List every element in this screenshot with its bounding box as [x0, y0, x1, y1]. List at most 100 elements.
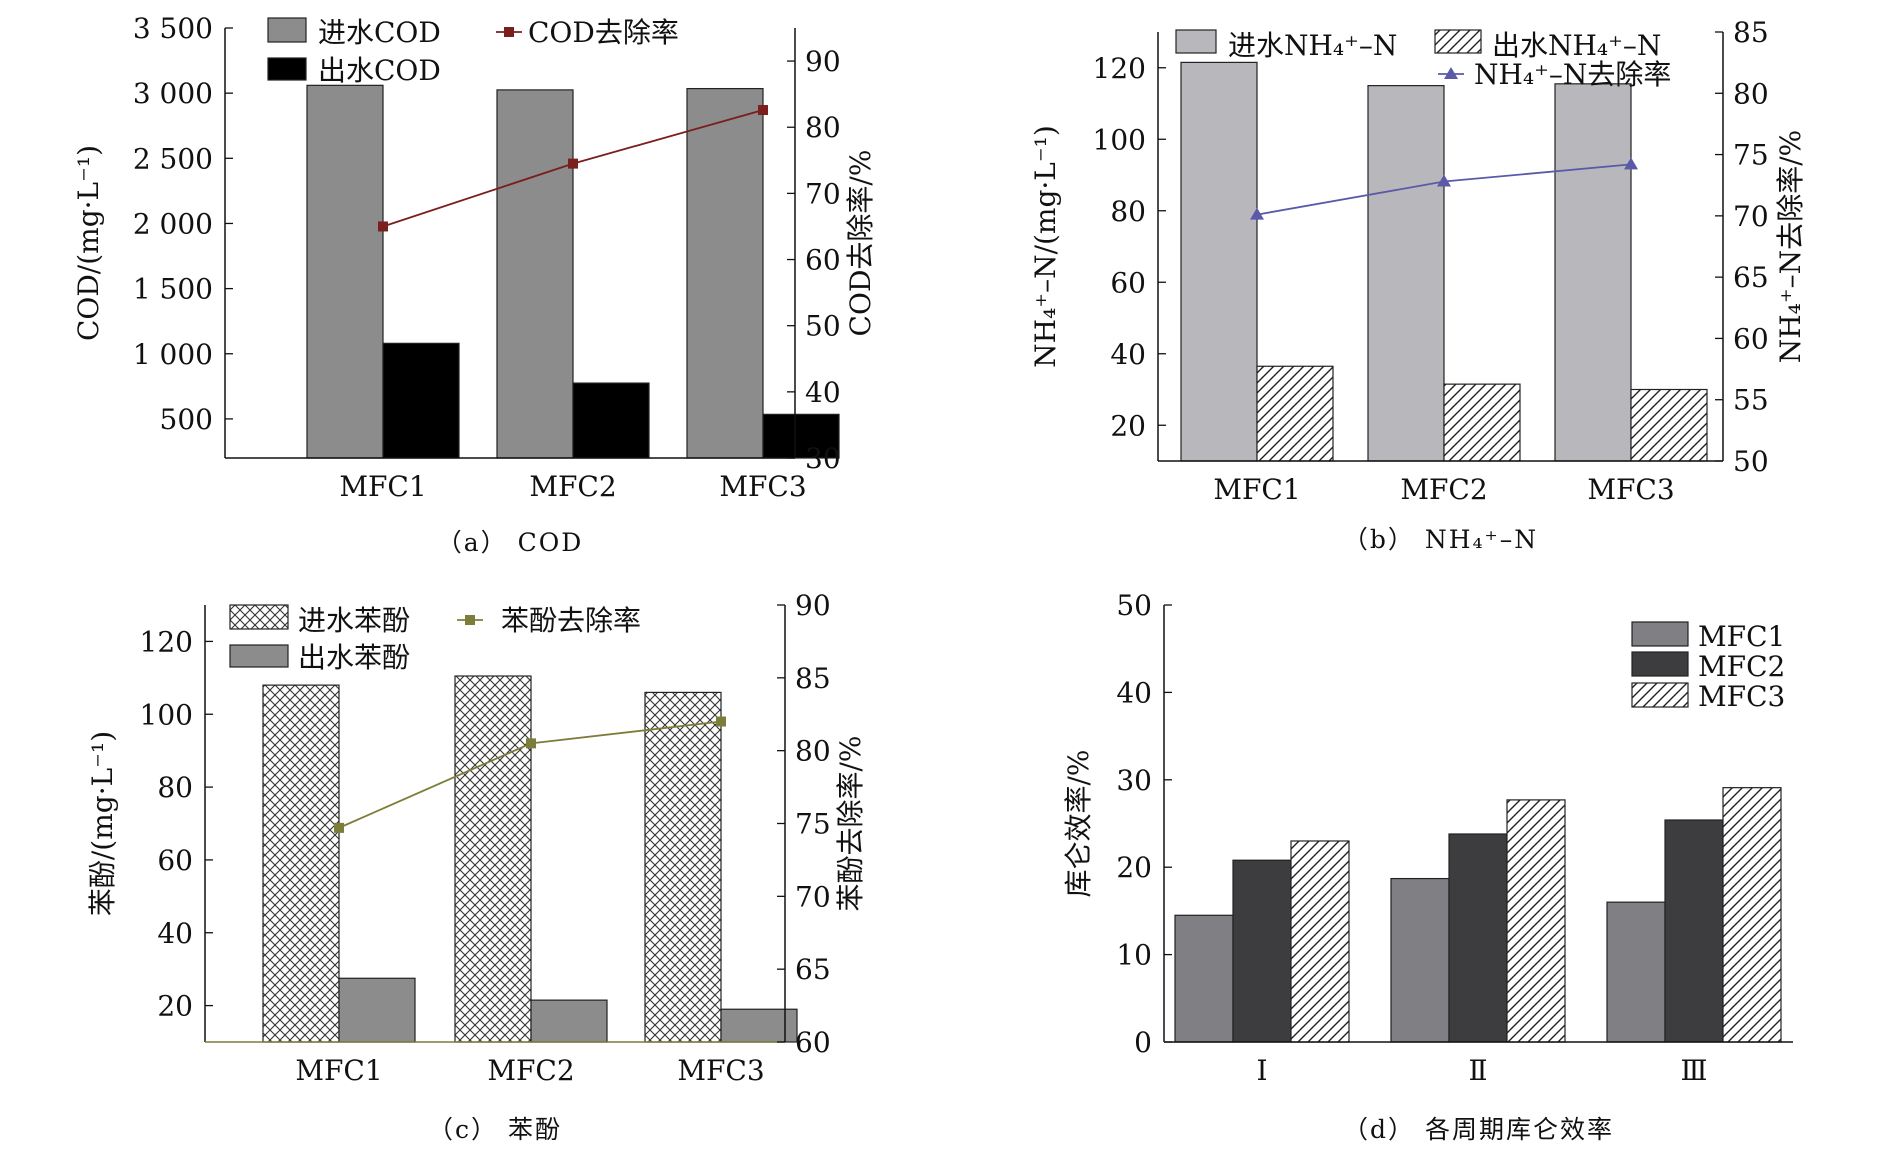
legend-swatch-d-0 — [1631, 621, 1689, 647]
bar-c-s0-c2 — [644, 691, 722, 1043]
legend-swatch-a-0 — [267, 17, 307, 43]
legend-swatch-c-1 — [229, 644, 289, 668]
y2tick-label-c-0: 60 — [795, 1026, 831, 1059]
bar-a-s1-c0 — [382, 342, 460, 459]
marker-b-c2 — [1624, 157, 1638, 170]
legend-marker-b — [1444, 67, 1458, 79]
y2tick-label-c-1: 65 — [795, 953, 831, 986]
legend-label-b-0: 进水NH₄⁺–N — [1228, 29, 1397, 62]
y2tick-label-a-2: 50 — [805, 310, 841, 343]
marker-b-c1 — [1437, 174, 1451, 187]
bar-d-s2-c2 — [1722, 787, 1782, 1043]
caption-a: （a） COD — [437, 528, 584, 557]
ytick-label-b-2: 60 — [1110, 266, 1146, 299]
ytick-label-b-5: 120 — [1093, 52, 1146, 85]
legend-swatch-a-1 — [267, 57, 307, 81]
bar-d-s2-c1 — [1506, 799, 1566, 1043]
legend-label-c-0: 进水苯酚 — [298, 604, 410, 637]
xtick-label-a-2: MFC3 — [719, 470, 806, 503]
legend-label-d-2: MFC3 — [1698, 680, 1785, 713]
bar-d-s0-c0 — [1174, 914, 1234, 1043]
y2tick-label-b-1: 55 — [1733, 384, 1769, 417]
marker-c-c1 — [526, 738, 536, 749]
marker-a-c2 — [758, 105, 768, 116]
y2tick-label-b-4: 70 — [1733, 200, 1769, 233]
ylabel-b: NH₄⁺–N/(mg·L⁻¹) — [1029, 125, 1062, 368]
xtick-label-b-2: MFC3 — [1587, 473, 1674, 506]
y2tick-label-c-6: 90 — [795, 589, 831, 622]
bar-b-s0-c1 — [1367, 85, 1445, 462]
y2tick-label-b-2: 60 — [1733, 322, 1769, 355]
bar-a-s0-c0 — [306, 84, 384, 459]
legend-label-a-2: COD去除率 — [528, 16, 679, 49]
ytick-label-c-0: 20 — [157, 990, 193, 1023]
bar-b-s1-c2 — [1630, 388, 1708, 462]
y2tick-label-b-3: 65 — [1733, 261, 1769, 294]
bar-b-s0-c2 — [1554, 83, 1632, 462]
ytick-label-d-5: 50 — [1116, 589, 1152, 622]
bar-d-s1-c1 — [1448, 833, 1508, 1043]
y2label-b: NH₄⁺–N去除率/% — [1774, 130, 1807, 363]
y2tick-label-b-0: 50 — [1733, 445, 1769, 478]
legend-label-b-2: NH₄⁺–N去除率 — [1474, 58, 1671, 91]
ytick-label-d-3: 30 — [1116, 764, 1152, 797]
ytick-label-b-3: 80 — [1110, 195, 1146, 228]
ytick-label-c-1: 40 — [157, 917, 193, 950]
bar-a-s1-c1 — [572, 382, 650, 459]
ytick-label-a-0: 500 — [160, 403, 213, 436]
legend-label-d-1: MFC2 — [1698, 650, 1785, 683]
ytick-label-a-4: 2 500 — [133, 142, 213, 175]
y2label-c: 苯酚去除率/% — [834, 735, 867, 911]
ytick-label-b-0: 20 — [1110, 409, 1146, 442]
y2tick-label-c-4: 80 — [795, 735, 831, 768]
bar-d-s1-c2 — [1664, 819, 1724, 1043]
ytick-label-d-4: 40 — [1116, 676, 1152, 709]
bar-a-s0-c1 — [496, 89, 574, 459]
bar-a-s0-c2 — [686, 87, 764, 459]
panel-a: 500 1 000 1 500 2 000 2 500 3 000 3 500 30 40 50 6… — [72, 12, 877, 557]
xtick-label-c-1: MFC2 — [487, 1054, 574, 1087]
ytick-label-c-4: 100 — [140, 698, 193, 731]
y2tick-label-b-6: 80 — [1733, 77, 1769, 110]
marker-b-c0 — [1250, 207, 1264, 220]
ytick-label-a-1: 1 000 — [133, 338, 213, 371]
bar-a-s1-c2 — [762, 413, 840, 459]
ylabel-c: 苯酚/(mg·L⁻¹) — [86, 731, 119, 916]
legend-label-a-1: 出水COD — [318, 54, 441, 87]
bar-b-s0-c0 — [1180, 61, 1258, 462]
legend-swatch-c-0 — [229, 604, 289, 630]
ytick-label-a-5: 3 000 — [133, 77, 213, 110]
ytick-label-d-2: 20 — [1116, 851, 1152, 884]
ytick-label-b-1: 40 — [1110, 338, 1146, 371]
bar-c-s1-c0 — [338, 977, 416, 1043]
caption-c: （c） 苯酚 — [428, 1115, 562, 1144]
marker-c-c2 — [716, 716, 726, 727]
bar-c-s1-c1 — [530, 999, 608, 1043]
xtick-label-b-0: MFC1 — [1213, 473, 1300, 506]
bar-b-s1-c0 — [1256, 365, 1334, 462]
legend-marker-c — [465, 615, 475, 625]
legend-marker-a — [504, 27, 514, 37]
legend-swatch-b-1 — [1434, 29, 1482, 54]
bar-c-s0-c1 — [454, 675, 532, 1043]
caption-b: （b） NH₄⁺–N — [1343, 525, 1538, 554]
legend-label-b-1: 出水NH₄⁺–N — [1492, 29, 1661, 62]
legend-swatch-d-2 — [1631, 682, 1689, 708]
y2tick-label-a-3: 60 — [805, 244, 841, 277]
panel-b: 20 40 60 80 100 120 50 55 60 65 70 75 80 85 MFC1 MFC2 MF… — [1029, 16, 1807, 554]
panel-c: 20 40 60 80 100 120 60 65 70 75 80 85 90 MFC1 MFC2 MFC3… — [86, 589, 867, 1144]
bar-d-s1-c0 — [1232, 859, 1292, 1043]
ytick-label-a-3: 2 000 — [133, 207, 213, 240]
y2tick-label-c-3: 75 — [795, 808, 831, 841]
ytick-label-d-1: 10 — [1116, 939, 1152, 972]
marker-c-c0 — [334, 822, 344, 833]
ylabel-a: COD/(mg·L⁻¹) — [72, 145, 105, 341]
bar-d-s0-c1 — [1390, 877, 1450, 1043]
xtick-label-c-0: MFC1 — [295, 1054, 382, 1087]
bar-c-s0-c0 — [262, 684, 340, 1043]
ytick-label-a-2: 1 500 — [133, 273, 213, 306]
y2tick-label-c-2: 70 — [795, 880, 831, 913]
y2label-a: COD去除率/% — [844, 150, 877, 337]
y2tick-label-a-6: 90 — [805, 45, 841, 78]
